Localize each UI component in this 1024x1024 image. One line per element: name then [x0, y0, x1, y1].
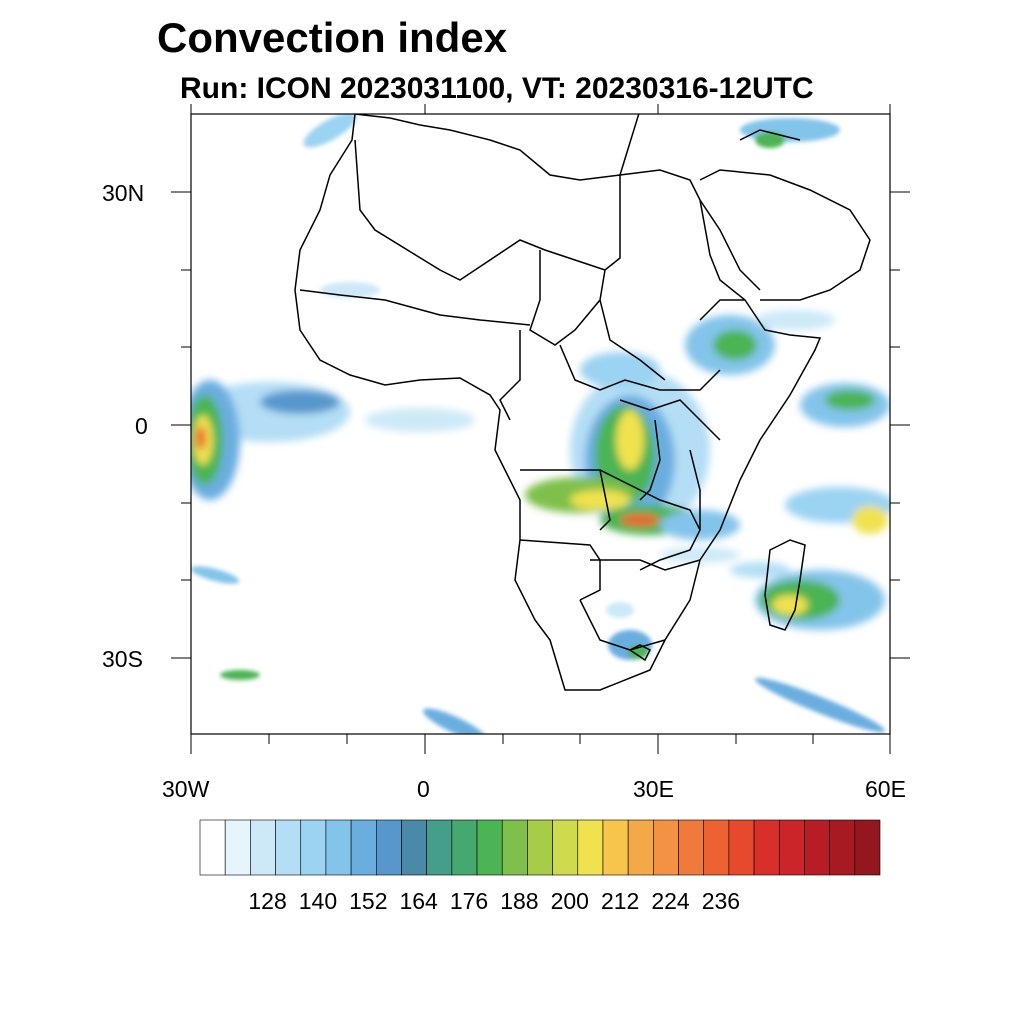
colorbar-swatch: [854, 819, 881, 876]
colorbar-swatch: [501, 819, 528, 876]
colorbar-tick-label: 128: [248, 888, 287, 914]
colorbar-swatch: [627, 819, 654, 876]
colorbar-swatch: [577, 819, 604, 876]
colorbar-swatch: [602, 819, 629, 876]
lon-tick-label: 30E: [633, 776, 674, 802]
colorbar-swatch: [350, 819, 377, 876]
colorbar-swatch: [224, 819, 251, 876]
map-subtitle: Run: ICON 2023031100, VT: 20230316-12UTC: [180, 72, 814, 105]
colorbar-swatch: [275, 819, 302, 876]
colorbar-swatch: [804, 819, 830, 876]
colorbar-swatch: [401, 819, 427, 876]
colorbar-tick-label: 224: [651, 888, 690, 914]
colorbar-swatch: [678, 819, 705, 876]
colorbar-swatch: [728, 819, 755, 876]
lon-tick-label: 0: [417, 776, 430, 802]
colorbar-swatch: [829, 819, 856, 876]
colorbar-tick-label: 188: [500, 888, 539, 914]
colorbar-swatch: [250, 819, 276, 876]
colorbar-tick-label: 152: [349, 888, 388, 914]
axis-ticks: [171, 104, 910, 754]
colorbar: [199, 819, 881, 876]
coastlines: [294, 114, 871, 691]
lon-tick-label: 30W: [162, 776, 210, 802]
colorbar-swatch: [703, 819, 730, 876]
colorbar-tick-label: 212: [600, 888, 640, 914]
colorbar-swatch: [778, 819, 805, 876]
lat-tick-label: 30N: [102, 180, 145, 206]
colorbar-tick-label: 200: [550, 888, 589, 914]
colorbar-swatch: [527, 819, 553, 876]
colorbar-tick-label: 176: [449, 888, 489, 914]
plot-frame: [190, 113, 891, 735]
colorbar-tick-label: 140: [298, 888, 338, 914]
colorbar-swatch: [199, 819, 226, 876]
colorbar-swatch: [426, 819, 453, 876]
lon-tick-label: 60E: [865, 776, 906, 802]
colorbar-tick-label: 236: [701, 888, 741, 914]
colorbar-swatch: [451, 819, 478, 876]
colorbar-swatch: [552, 819, 579, 876]
colorbar-swatch: [375, 819, 402, 876]
colorbar-swatch: [476, 819, 503, 876]
colorbar-swatch: [753, 819, 780, 876]
colorbar-swatch: [653, 819, 679, 876]
colorbar-swatch: [325, 819, 352, 876]
convection-field: [191, 114, 890, 734]
lat-tick-label: 30S: [102, 646, 143, 672]
lat-tick-label: 0: [135, 413, 148, 439]
map-title: Convection index: [157, 14, 508, 61]
colorbar-tick-label: 164: [399, 888, 438, 914]
colorbar-swatch: [300, 819, 327, 876]
